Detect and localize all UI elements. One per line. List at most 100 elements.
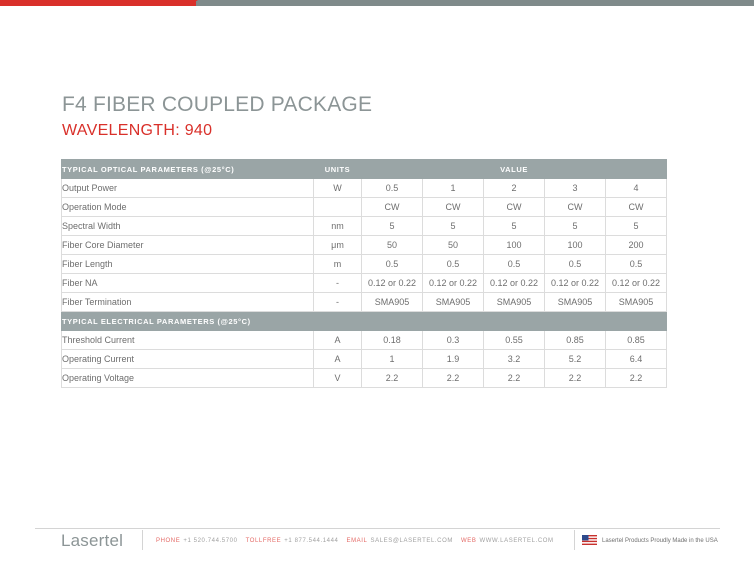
company-logo: Lasertel bbox=[61, 531, 124, 550]
parameter-value: 0.5 bbox=[604, 254, 668, 274]
parameter-value: 200 bbox=[604, 235, 668, 255]
parameter-value: 0.55 bbox=[483, 330, 545, 350]
table-row: Fiber Length m 0.5 0.5 0.5 0.5 0.5 bbox=[61, 254, 668, 274]
web-value: WWW.LASERTEL.COM bbox=[479, 538, 554, 544]
parameter-name: Fiber NA bbox=[61, 273, 314, 293]
parameter-value: 2.2 bbox=[544, 368, 606, 388]
parameter-value: 0.5 bbox=[361, 254, 423, 274]
optical-section-header: TYPICAL OPTICAL PARAMETERS (@25°C) bbox=[61, 159, 314, 179]
footer-separator bbox=[142, 530, 143, 550]
table-row: Fiber Termination - SMA905 SMA905 SMA905 SMA9… bbox=[61, 292, 668, 312]
parameter-value: CW bbox=[544, 197, 606, 217]
parameter-value: CW bbox=[361, 197, 423, 217]
parameter-value: 100 bbox=[483, 235, 545, 255]
us-flag-icon bbox=[582, 535, 597, 545]
parameter-name: Fiber Core Diameter bbox=[61, 235, 314, 255]
value-header: VALUE bbox=[360, 159, 668, 179]
tollfree-value: +1 877.544.1444 bbox=[284, 538, 339, 544]
parameter-value: 1 bbox=[422, 178, 484, 198]
electrical-section-header: TYPICAL ELECTRICAL PARAMETERS (@25°C) bbox=[60, 311, 668, 331]
parameter-name: Spectral Width bbox=[61, 216, 314, 236]
parameter-value: 5 bbox=[544, 216, 606, 236]
units-header: UNITS bbox=[313, 159, 362, 179]
table-row: Output Power W 0.5 1 2 3 4 bbox=[61, 178, 668, 198]
spec-table: TYPICAL OPTICAL PARAMETERS (@25°C) UNITS… bbox=[60, 159, 668, 388]
top-bar-accent bbox=[0, 0, 196, 6]
page-subtitle: WAVELENGTH: 940 bbox=[62, 122, 213, 139]
table-row: Fiber NA -0.12 or 0.22 0.12 or 0.22 0.12 or… bbox=[61, 273, 668, 293]
parameter-value: SMA905 bbox=[604, 292, 668, 312]
parameter-value: 0.12 or 0.22 bbox=[361, 273, 423, 293]
footer-divider bbox=[35, 528, 720, 529]
parameter-name: Fiber Length bbox=[61, 254, 314, 274]
parameter-unit: nm bbox=[313, 216, 362, 236]
parameter-value: 0.5 bbox=[422, 254, 484, 274]
page-title: F4 FIBER COUPLED PACKAGE bbox=[62, 93, 373, 116]
parameter-value: 3 bbox=[544, 178, 606, 198]
parameter-value: 1 bbox=[361, 349, 423, 369]
footer-separator bbox=[574, 530, 575, 550]
parameter-value: 5.2 bbox=[544, 349, 606, 369]
parameter-value: 0.12 or 0.22 bbox=[544, 273, 606, 293]
parameter-value: CW bbox=[604, 197, 668, 217]
parameter-value: 0.12 or 0.22 bbox=[483, 273, 545, 293]
spec-table-body: TYPICAL OPTICAL PARAMETERS (@25°C) UNITS… bbox=[60, 159, 668, 388]
parameter-value: 5 bbox=[483, 216, 545, 236]
parameter-value: 5 bbox=[604, 216, 668, 236]
top-bar-accent-notch bbox=[188, 0, 198, 6]
email-label: EMAIL bbox=[346, 538, 368, 544]
parameter-value: 0.5 bbox=[544, 254, 606, 274]
parameter-value: CW bbox=[422, 197, 484, 217]
parameter-value: 6.4 bbox=[604, 349, 668, 369]
parameter-value: SMA905 bbox=[483, 292, 545, 312]
parameter-value: 1.9 bbox=[422, 349, 484, 369]
parameter-value: 0.85 bbox=[544, 330, 606, 350]
parameter-name: Output Power bbox=[61, 178, 314, 198]
parameter-value: 5 bbox=[422, 216, 484, 236]
table-row: Operation Mode CW CW CW CW CW bbox=[61, 197, 668, 217]
parameter-value: CW bbox=[483, 197, 545, 217]
parameter-value: SMA905 bbox=[544, 292, 606, 312]
tollfree-label: TOLLFREE bbox=[245, 538, 282, 544]
parameter-value: 50 bbox=[422, 235, 484, 255]
parameter-unit: m bbox=[313, 254, 362, 274]
parameter-unit: A bbox=[313, 349, 362, 369]
parameter-value: 4 bbox=[604, 178, 668, 198]
electrical-header-row: TYPICAL ELECTRICAL PARAMETERS (@25°C) bbox=[60, 311, 668, 331]
parameter-value: 0.18 bbox=[361, 330, 423, 350]
parameter-value: 0.85 bbox=[604, 330, 668, 350]
table-row: Threshold Current A 0.18 0.3 0.55 0.85 0.85 bbox=[61, 330, 668, 350]
parameter-value: 0.12 or 0.22 bbox=[604, 273, 668, 293]
table-row: Fiber Core Diameter μm 50 50 100 100 200 bbox=[61, 235, 668, 255]
optical-header-row: TYPICAL OPTICAL PARAMETERS (@25°C) UNITS… bbox=[61, 159, 668, 179]
table-row: Operating Voltage V 2.2 2.2 2.2 2.2 2.2 bbox=[61, 368, 668, 388]
parameter-name: Operation Mode bbox=[61, 197, 314, 217]
table-row: Spectral Width nm 5 5 5 5 5 bbox=[61, 216, 668, 236]
parameter-unit: W bbox=[313, 178, 362, 198]
parameter-unit bbox=[313, 197, 362, 217]
parameter-name: Fiber Termination bbox=[61, 292, 314, 312]
parameter-value: 0.12 or 0.22 bbox=[422, 273, 484, 293]
footer-contact: PHONE +1 520.744.5700 TOLLFREE +1 877.544.1… bbox=[156, 538, 562, 544]
parameter-value: 2.2 bbox=[422, 368, 484, 388]
parameter-value: 3.2 bbox=[483, 349, 545, 369]
web-label: WEB bbox=[460, 538, 477, 544]
parameter-value: 100 bbox=[544, 235, 606, 255]
parameter-value: 50 bbox=[361, 235, 423, 255]
parameter-value: 0.5 bbox=[483, 254, 545, 274]
phone-value: +1 520.744.5700 bbox=[183, 538, 238, 544]
parameter-value: 2.2 bbox=[361, 368, 423, 388]
parameter-unit: - bbox=[313, 273, 362, 293]
parameter-name: Operating Current bbox=[61, 349, 314, 369]
parameter-value: SMA905 bbox=[361, 292, 423, 312]
parameter-value: SMA905 bbox=[422, 292, 484, 312]
parameter-unit: A bbox=[313, 330, 362, 350]
parameter-unit: μm bbox=[313, 235, 362, 255]
parameter-value: 2.2 bbox=[483, 368, 545, 388]
parameter-value: 5 bbox=[361, 216, 423, 236]
parameter-unit: V bbox=[313, 368, 362, 388]
parameter-value: 0.3 bbox=[422, 330, 484, 350]
made-in-usa-text: Lasertel Products Proudly Made in the US… bbox=[602, 538, 718, 544]
parameter-unit: - bbox=[313, 292, 362, 312]
parameter-value: 0.5 bbox=[361, 178, 423, 198]
